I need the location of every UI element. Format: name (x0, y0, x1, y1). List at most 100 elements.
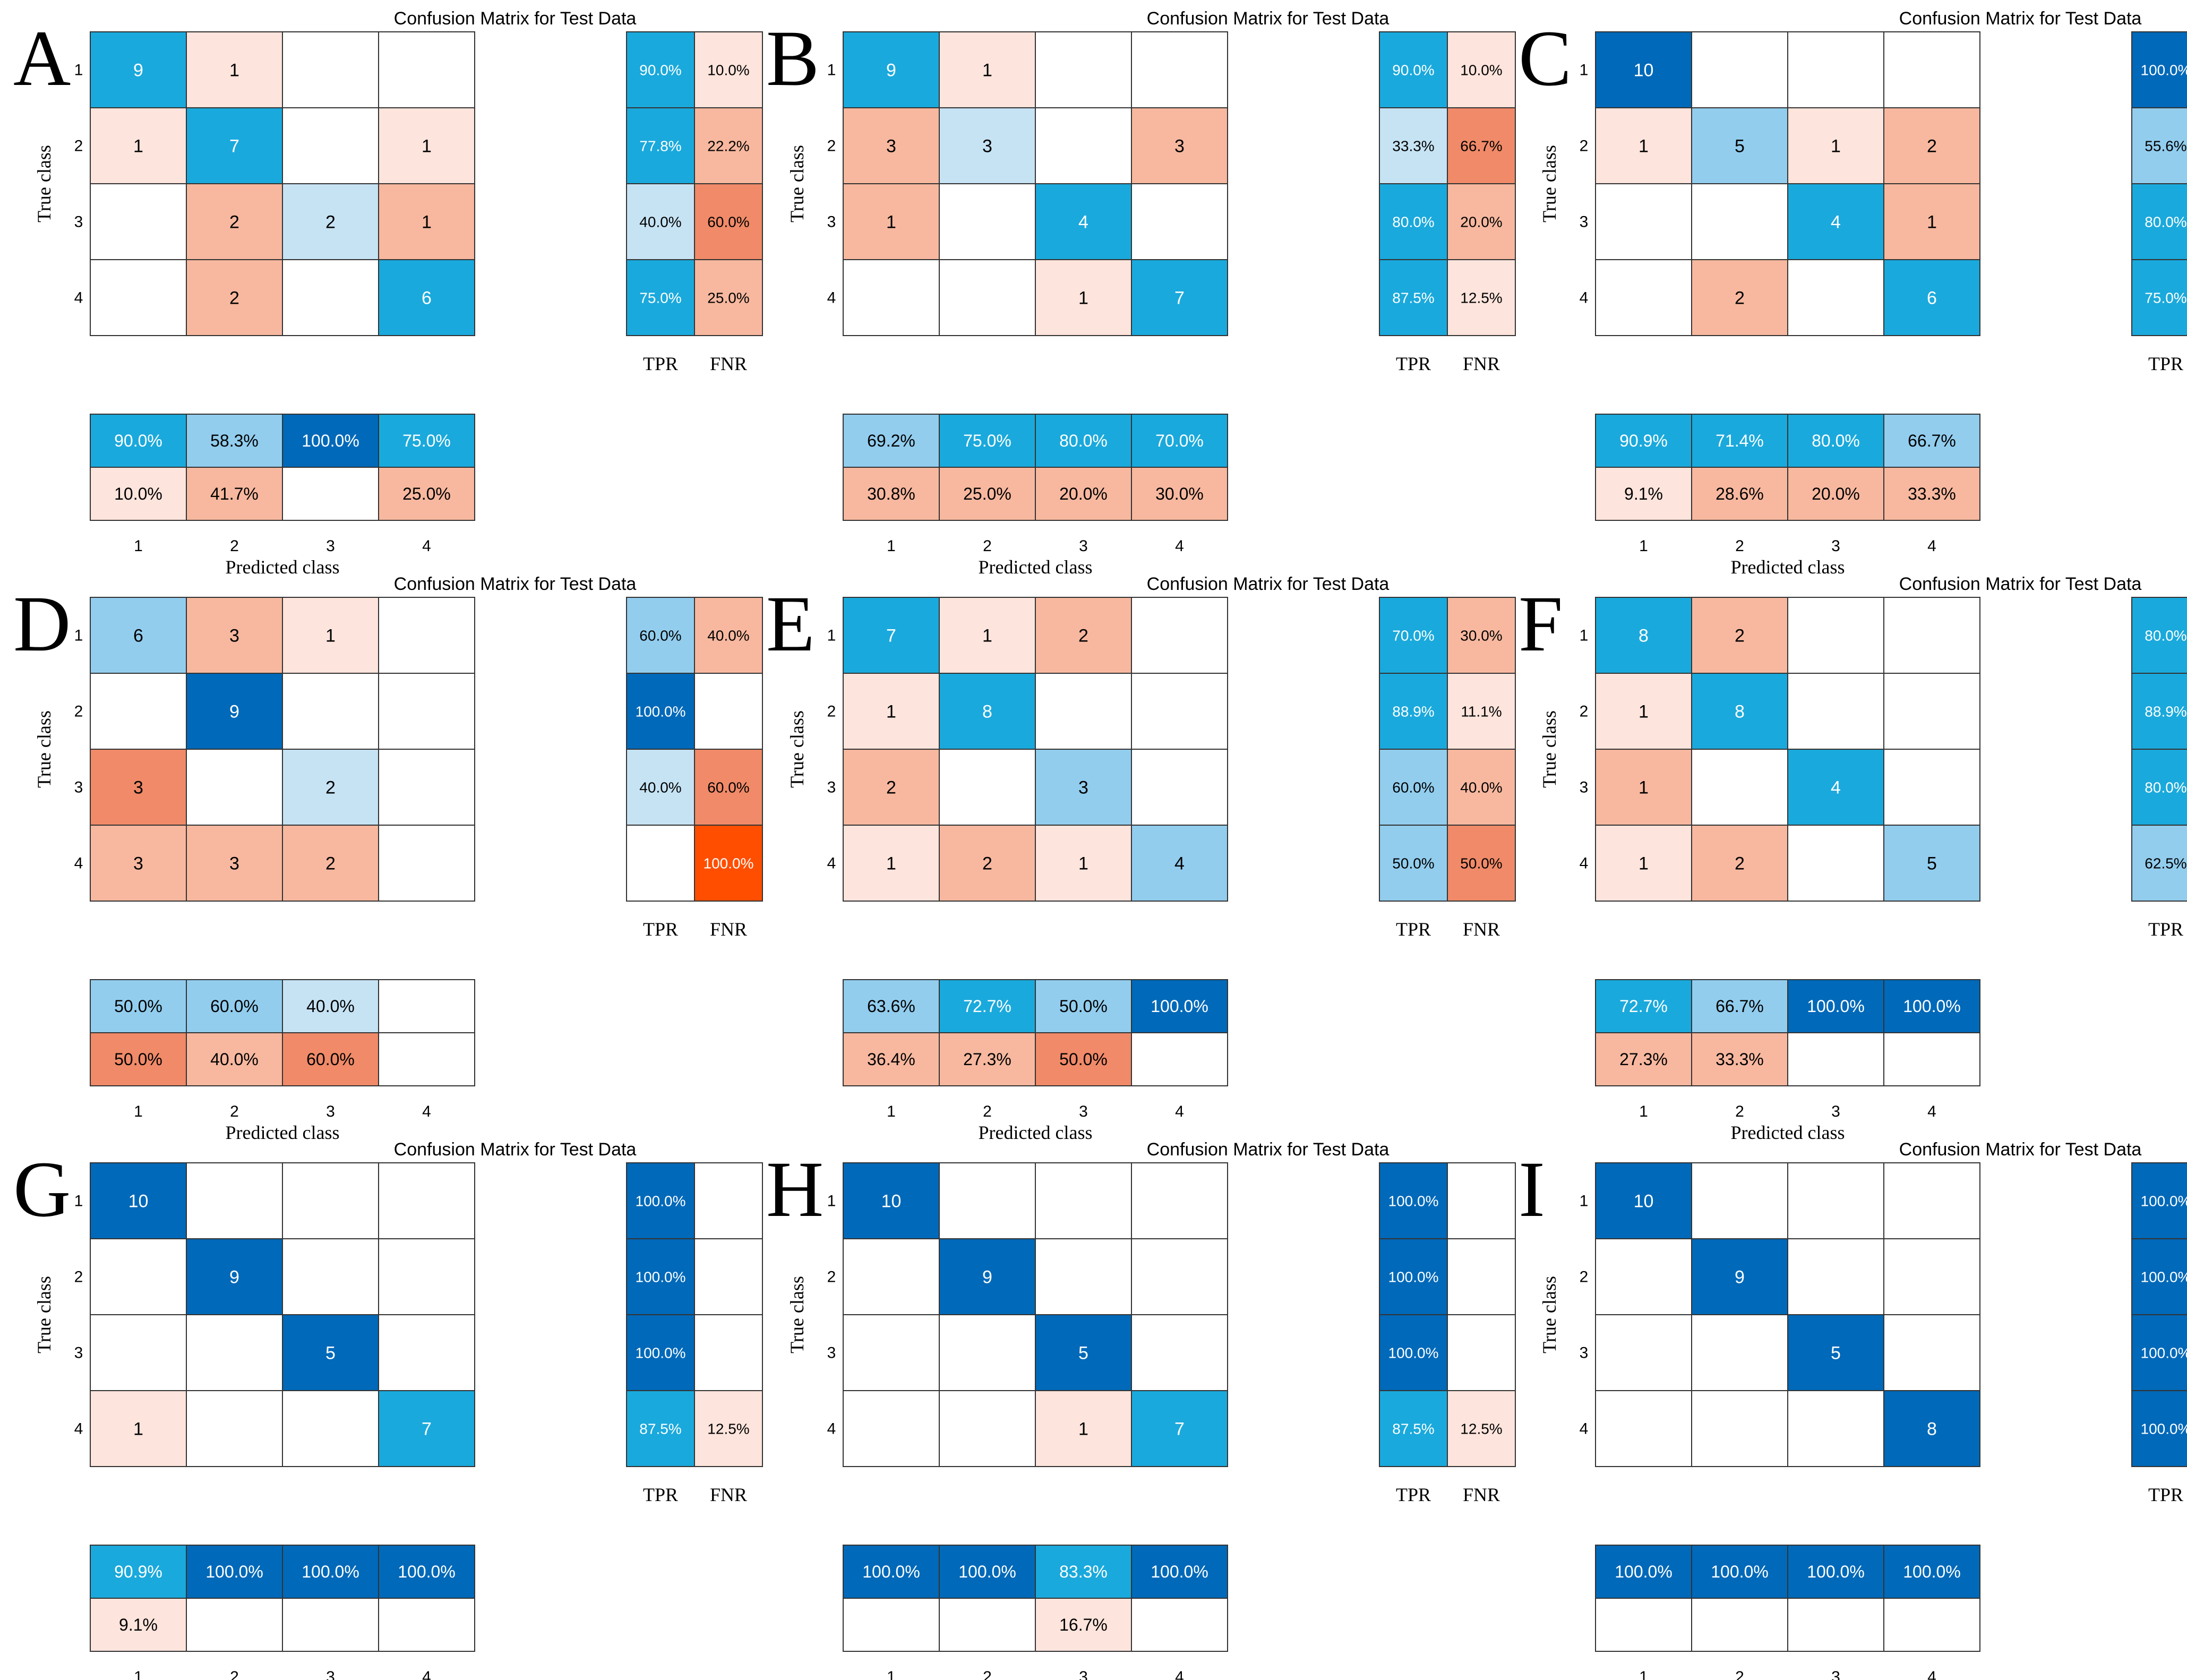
matrix-cell-value: 1 (1831, 136, 1841, 157)
matrix-cell (378, 597, 475, 674)
matrix-cell-value: 4 (1174, 854, 1185, 874)
precision-value: 100.0% (1151, 997, 1208, 1016)
panel-title: Confusion Matrix for Test Data (1147, 574, 1390, 594)
matrix-cell-value: 8 (1735, 702, 1745, 722)
matrix-cell (1595, 31, 1692, 108)
matrix-cell (843, 825, 940, 902)
x-tick-label: 4 (1175, 1668, 1184, 1680)
row-summary: 80.0%20.0%88.9%11.1%80.0%20.0%62.5%37.5% (2131, 597, 2187, 902)
matrix-cell (378, 31, 475, 108)
fnr-label: FNR (710, 353, 747, 374)
fdr-cell (1883, 1032, 1980, 1086)
precision-cell (1883, 979, 1980, 1033)
fdr-cell (282, 467, 379, 521)
row-summary: 60.0% 40.0% 100.0% 40.0% 60.0% 100.0% (626, 597, 763, 902)
matrix-cell (1131, 1162, 1228, 1239)
y-tick-label: 3 (74, 779, 83, 796)
y-tick-label: 1 (827, 62, 836, 79)
tpr-value: 100.0% (2141, 1193, 2187, 1210)
panel-G: G Confusion Matrix for Test Data 10 9 5 1 7 1 2 3… (13, 1139, 763, 1680)
matrix-cell (90, 1238, 187, 1315)
matrix-cell-value: 7 (1174, 288, 1185, 308)
fdr-cell (1883, 1598, 1980, 1652)
precision-value: 50.0% (1059, 997, 1108, 1016)
matrix-cell (1787, 749, 1884, 826)
matrix-cell-value: 5 (1831, 1343, 1841, 1364)
matrix-cell (1131, 107, 1228, 184)
fdr-cell (1883, 467, 1980, 521)
precision-cell (90, 979, 187, 1033)
matrix-cell (186, 259, 283, 336)
matrix-cell (186, 825, 283, 902)
x-tick-label: 3 (326, 537, 335, 555)
tpr-label: TPR (2148, 1484, 2183, 1505)
tpr-label: TPR (1396, 1484, 1431, 1505)
panel-title: Confusion Matrix for Test Data (1147, 8, 1390, 29)
matrix-cell-value: 2 (325, 778, 336, 798)
precision-value: 100.0% (398, 1562, 456, 1581)
matrix-cell (282, 259, 379, 336)
precision-value: 100.0% (1151, 1562, 1208, 1581)
tpr-cell (1379, 1314, 1448, 1391)
precision-value: 100.0% (1807, 1562, 1865, 1581)
matrix-cell (186, 31, 283, 108)
fdr-value: 30.8% (867, 484, 915, 503)
tpr-cell (626, 825, 695, 902)
fdr-cell (939, 1032, 1036, 1086)
row-summary: 90.0% 10.0% 77.8% 22.2% 40.0% 60.0% 75.0% 25.0% (626, 31, 763, 336)
x-tick-label: 4 (1927, 1668, 1936, 1680)
matrix-cell-value: 2 (229, 288, 239, 308)
precision-cell (1883, 1545, 1980, 1599)
precision-value: 100.0% (302, 1562, 359, 1581)
row-summary: 100.0%55.6%44.4%80.0%20.0%75.0%25.0% (2131, 31, 2187, 336)
fnr-cell (694, 183, 763, 260)
matrix-cell-value: 3 (133, 778, 143, 798)
panel-E: E Confusion Matrix for Test Data 7 1 2 1 8 2 3 1 2… (766, 574, 1516, 1143)
matrix-cell-value: 2 (1735, 626, 1745, 646)
matrix-cell (378, 749, 475, 826)
tpr-value: 100.0% (2141, 1421, 2187, 1437)
y-tick-label: 1 (827, 1193, 836, 1210)
precision-cell (1595, 414, 1692, 468)
matrix-cell (282, 597, 379, 674)
tpr-label: TPR (643, 919, 678, 940)
panel-title: Confusion Matrix for Test Data (394, 8, 637, 29)
matrix-cell (939, 1390, 1036, 1467)
confusion-matrix-grid: 10 1 5 1 2 4 1 2 6 (1595, 31, 1980, 336)
precision-cell (282, 414, 379, 468)
tpr-cell (2131, 1162, 2187, 1239)
matrix-cell (1691, 1162, 1788, 1239)
precision-value: 100.0% (1903, 1562, 1961, 1581)
tpr-value: 100.0% (636, 704, 686, 720)
matrix-cell (1787, 597, 1884, 674)
tpr-value: 62.5% (2145, 855, 2186, 872)
tpr-value: 60.0% (639, 628, 681, 644)
matrix-cell (1883, 825, 1980, 902)
fdr-value: 28.6% (1716, 484, 1764, 503)
precision-cell (1131, 1545, 1228, 1599)
fdr-value: 33.3% (1908, 484, 1956, 503)
matrix-cell-value: 5 (325, 1343, 336, 1364)
precision-cell (1131, 414, 1228, 468)
matrix-cell (186, 1238, 283, 1315)
fnr-cell (694, 259, 763, 336)
panel-A: A Confusion Matrix for Test Data 9 1 1 7 1 2 2 1 2… (13, 8, 763, 578)
tpr-value: 100.0% (636, 1193, 686, 1210)
fdr-value: 10.0% (114, 484, 162, 503)
fnr-value: 11.1% (1461, 704, 1502, 720)
y-tick-label: 3 (74, 213, 83, 231)
fnr-value: 40.0% (1460, 779, 1502, 796)
x-tick-label: 2 (230, 1668, 239, 1680)
matrix-cell-value: 2 (229, 212, 239, 233)
tpr-value: 100.0% (1388, 1193, 1439, 1210)
matrix-cell (1131, 1390, 1228, 1467)
matrix-cell (1691, 825, 1788, 902)
tpr-cell (2131, 107, 2187, 184)
matrix-cell (939, 31, 1036, 108)
matrix-cell (939, 183, 1036, 260)
precision-cell (282, 979, 379, 1033)
tpr-value: 77.8% (639, 138, 681, 155)
precision-value: 71.4% (1716, 431, 1764, 450)
fnr-cell (694, 107, 763, 184)
